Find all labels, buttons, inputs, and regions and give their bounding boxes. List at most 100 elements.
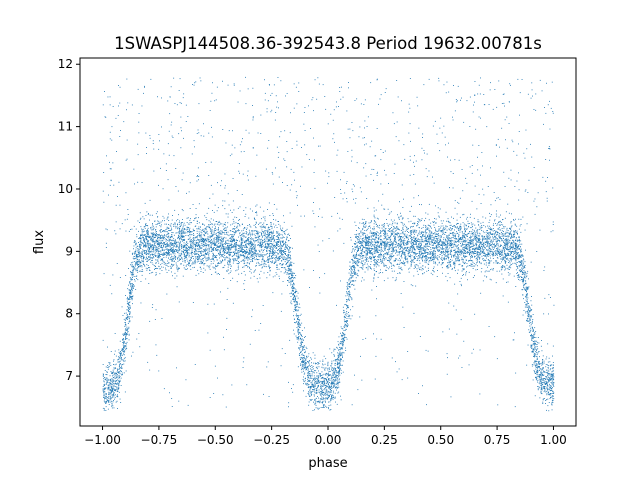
- data-point: [313, 389, 314, 391]
- data-point: [170, 229, 172, 231]
- data-point: [291, 265, 293, 267]
- data-point: [291, 277, 293, 278]
- data-point: [535, 364, 537, 365]
- data-point: [304, 336, 306, 337]
- data-point: [427, 235, 429, 237]
- data-point: [108, 391, 110, 393]
- data-point: [436, 242, 438, 244]
- data-point: [249, 232, 251, 234]
- data-point: [528, 317, 530, 319]
- data-point: [274, 257, 276, 259]
- data-point: [288, 255, 290, 257]
- data-point: [257, 232, 258, 234]
- data-point: [342, 355, 343, 357]
- data-point: [500, 249, 502, 251]
- data-point: [164, 230, 166, 232]
- data-point: [343, 338, 345, 340]
- data-point: [479, 235, 480, 237]
- data-point: [541, 388, 543, 390]
- data-point: [389, 237, 391, 239]
- data-point: [130, 287, 132, 289]
- data-point: [168, 255, 170, 257]
- data-point: [167, 254, 169, 256]
- data-point: [246, 239, 248, 241]
- data-point: [489, 260, 491, 262]
- data-point: [113, 368, 115, 370]
- data-point: [257, 234, 259, 236]
- data-point: [453, 254, 455, 256]
- data-point: [176, 249, 178, 251]
- data-point: [225, 229, 227, 231]
- data-point: [421, 258, 423, 260]
- data-point: [371, 248, 373, 250]
- data-point: [288, 282, 290, 283]
- data-point: [103, 389, 105, 390]
- data-point: [515, 255, 517, 257]
- data-point: [254, 230, 256, 232]
- data-point: [251, 232, 253, 234]
- data-point: [271, 226, 273, 228]
- data-point: [429, 251, 431, 253]
- data-point: [520, 240, 522, 242]
- data-point: [553, 398, 555, 400]
- data-point: [233, 255, 235, 257]
- data-point: [505, 235, 507, 237]
- data-point: [215, 257, 217, 258]
- data-point: [521, 264, 523, 266]
- data-point: [529, 307, 531, 308]
- data-point: [288, 263, 290, 265]
- data-point: [275, 247, 277, 249]
- data-point: [524, 283, 526, 285]
- data-point: [121, 368, 123, 369]
- data-point: [244, 216, 246, 217]
- data-point: [204, 255, 206, 257]
- data-point: [141, 260, 143, 262]
- data-point: [146, 260, 148, 262]
- data-point: [215, 271, 217, 273]
- data-point: [293, 277, 294, 279]
- data-point: [204, 240, 205, 241]
- data-point: [108, 393, 109, 395]
- data-point: [482, 237, 484, 239]
- data-point: [141, 255, 142, 257]
- data-point: [138, 255, 140, 256]
- data-point: [460, 241, 462, 243]
- data-point: [302, 348, 303, 350]
- data-point: [425, 238, 427, 240]
- data-point: [225, 224, 226, 226]
- data-point: [405, 247, 407, 248]
- data-point: [140, 270, 142, 272]
- data-point: [174, 253, 176, 255]
- data-point: [147, 253, 149, 254]
- data-point: [280, 247, 282, 249]
- data-point: [437, 255, 439, 257]
- data-point: [172, 258, 173, 260]
- data-point: [136, 263, 138, 265]
- data-point: [133, 261, 135, 262]
- data-point: [343, 326, 345, 328]
- data-point: [424, 234, 426, 236]
- data-point: [143, 250, 145, 251]
- data-point: [477, 241, 479, 243]
- data-point: [518, 279, 519, 280]
- data-point: [413, 237, 415, 239]
- data-point: [135, 255, 137, 257]
- data-point: [150, 247, 152, 249]
- data-point: [205, 246, 207, 248]
- data-point: [269, 267, 271, 268]
- data-point: [129, 320, 131, 322]
- data-point: [515, 286, 517, 287]
- data-point: [217, 240, 219, 242]
- data-point: [527, 297, 529, 299]
- data-point: [269, 267, 271, 268]
- data-point: [208, 258, 210, 260]
- data-point: [551, 409, 553, 411]
- data-point: [337, 363, 339, 365]
- data-point: [140, 234, 141, 236]
- data-point: [174, 272, 176, 274]
- data-point: [115, 380, 117, 382]
- data-point: [400, 268, 401, 270]
- data-point: [544, 388, 546, 390]
- data-point: [540, 389, 542, 391]
- data-point: [477, 255, 479, 257]
